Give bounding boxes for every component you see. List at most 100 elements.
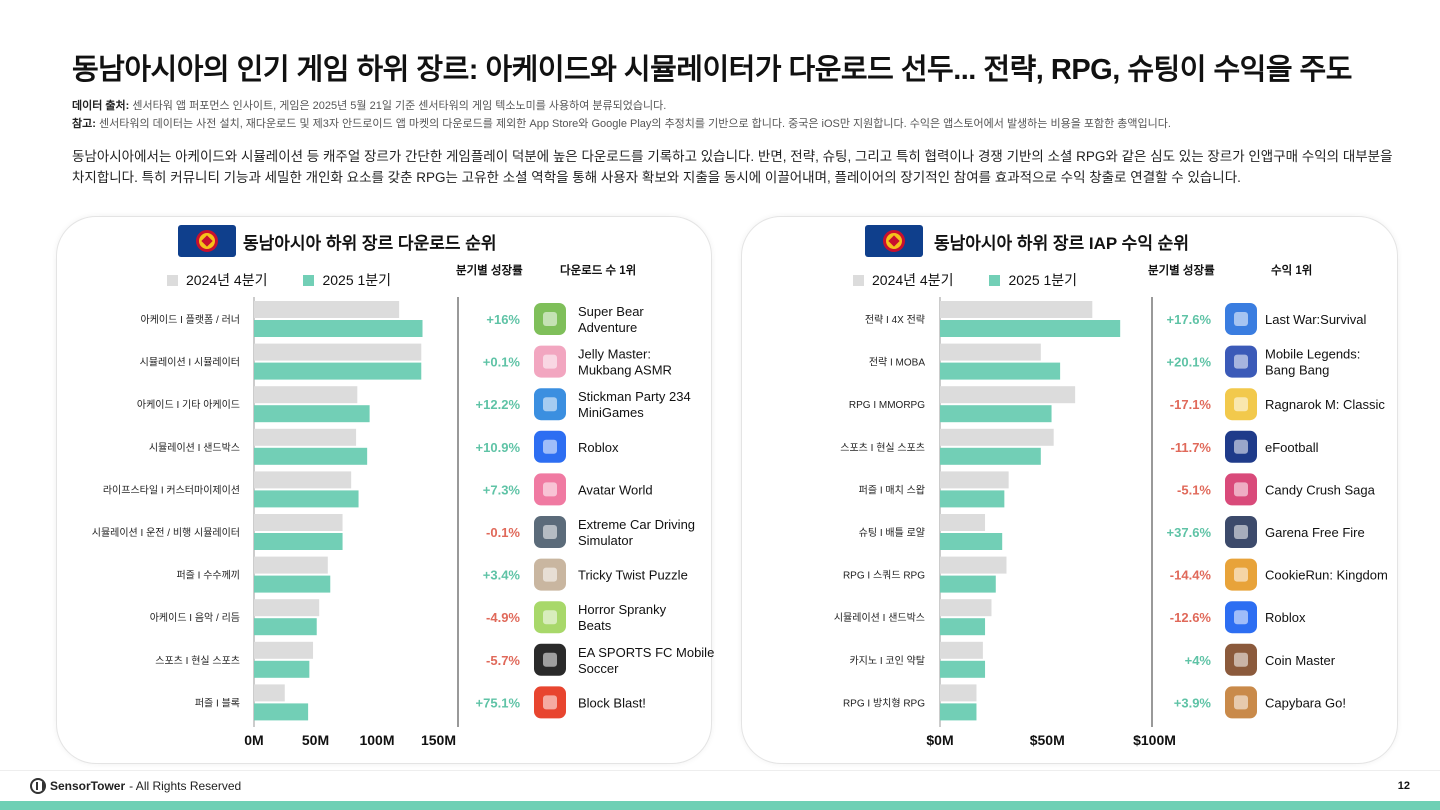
growth-value: -0.1%	[486, 525, 520, 540]
bar-q1-2025	[254, 405, 370, 423]
top-app-name: Candy Crush Saga	[1265, 482, 1376, 497]
top-app-column-header: 수익 1위	[1271, 265, 1313, 277]
spranky-icon-glyph	[543, 610, 557, 625]
bear-icon-glyph	[543, 312, 557, 326]
x-tick-label: 50M	[302, 732, 329, 748]
growth-value: -4.9%	[486, 610, 520, 625]
bar-q1-2025	[254, 490, 359, 508]
x-tick-label: $100M	[1133, 732, 1176, 748]
category-label: 아케이드 I 음악 / 리듬	[150, 612, 240, 624]
growth-value: +0.1%	[483, 355, 521, 370]
bar-q4-2024	[940, 386, 1076, 404]
x-tick-label: $0M	[926, 732, 953, 748]
top-app-name: Capybara Go!	[1265, 695, 1346, 710]
bar-q1-2025	[254, 618, 317, 636]
bar-q1-2025	[940, 405, 1052, 423]
growth-value: +20.1%	[1167, 355, 1212, 370]
puzzle-icon-glyph	[543, 567, 557, 582]
reference-note: 참고: 센서타워의 데이터는 사전 설치, 재다운로드 및 제3자 안드로이드 …	[72, 118, 1171, 130]
growth-value: +12.2%	[476, 397, 521, 412]
downloads-legend: 2024년 4분기 2025 1분기	[167, 270, 391, 290]
category-label: 시뮬레이션 I 시뮬레이터	[140, 357, 240, 369]
bar-q1-2025	[254, 660, 310, 678]
data-source-note: 데이터 출처: 센서타워 앱 퍼포먼스 인사이트, 게임은 2025년 5월 2…	[72, 100, 667, 112]
growth-value: -14.4%	[1170, 568, 1212, 583]
x-tick-label: $50M	[1030, 732, 1065, 748]
revenue-chart-title: 동남아시아 하위 장르 IAP 수익 순위	[934, 234, 1189, 253]
category-label: 퍼즐 I 수수께끼	[176, 570, 240, 582]
growth-value: -5.7%	[486, 653, 520, 668]
bar-q4-2024	[254, 641, 314, 659]
asean-flag-icon	[178, 225, 236, 257]
footer-brand: SensorTower	[50, 779, 126, 793]
bar-q4-2024	[254, 599, 320, 617]
bottom-accent-bar	[0, 801, 1440, 810]
page-title: 동남아시아의 인기 게임 하위 장르: 아케이드와 시뮬레이터가 다운로드 선두…	[72, 54, 1352, 86]
top-app-name: Horror Spranky Beats	[578, 602, 667, 633]
sensortower-logo-icon	[30, 778, 46, 794]
x-tick-label: 150M	[421, 732, 456, 748]
growth-value: +3.4%	[483, 568, 521, 583]
bar-q1-2025	[940, 703, 977, 721]
bar-q1-2025	[940, 618, 986, 636]
legend-item-q1-2025: 2025 1분기	[303, 270, 391, 290]
mlbb-icon-glyph	[1234, 354, 1248, 369]
bar-q4-2024	[940, 599, 992, 617]
bar-q1-2025	[254, 575, 331, 593]
efootball-icon-glyph	[1234, 439, 1248, 454]
footer-divider	[0, 770, 1440, 771]
cookie-icon-glyph	[1234, 567, 1248, 582]
category-label: RPG I 스쿼드 RPG	[843, 570, 925, 582]
growth-value: +37.6%	[1167, 525, 1212, 540]
stickman-icon-glyph	[543, 397, 557, 412]
bar-q4-2024	[940, 301, 1093, 318]
category-label: 시뮬레이션 I 샌드박스	[834, 612, 925, 624]
revenue-legend: 2024년 4분기 2025 1분기	[853, 270, 1077, 290]
block-icon-glyph	[543, 695, 557, 710]
bar-q4-2024	[940, 514, 986, 531]
bar-q4-2024	[940, 471, 1009, 489]
category-label: 카지노 I 코인 약탈	[849, 654, 925, 667]
top-app-name: CookieRun: Kingdom	[1265, 568, 1388, 583]
candy-icon-glyph	[1234, 482, 1248, 497]
category-label: 전략 I MOBA	[869, 357, 926, 369]
top-app-name: Garena Free Fire	[1265, 525, 1365, 540]
lastwar-icon-glyph	[1234, 312, 1248, 326]
freefire-icon-glyph	[1234, 525, 1248, 539]
downloads-chart-title: 동남아시아 하위 장르 다운로드 순위	[243, 234, 497, 253]
bar-q4-2024	[940, 641, 983, 659]
bar-q4-2024	[254, 514, 343, 531]
capybara-icon-glyph	[1234, 695, 1248, 710]
bar-q4-2024	[940, 428, 1054, 446]
page-number: 12	[1397, 780, 1410, 792]
soccer-icon-glyph	[543, 652, 557, 667]
category-label: 아케이드 I 플랫폼 / 러너	[141, 314, 240, 326]
growth-value: +7.3%	[483, 482, 521, 497]
jelly-icon-glyph	[543, 354, 557, 369]
bar-q4-2024	[254, 428, 357, 446]
category-label: RPG I MMORPG	[849, 400, 925, 411]
bar-q4-2024	[254, 386, 358, 404]
growth-value: +16%	[486, 312, 520, 327]
bar-q1-2025	[254, 320, 423, 337]
growth-value: -11.7%	[1171, 440, 1212, 455]
roblox-icon-glyph	[1234, 610, 1248, 625]
category-label: 전략 I 4X 전략	[865, 314, 925, 326]
category-label: 아케이드 I 기타 아케이드	[137, 399, 240, 411]
growth-value: +17.6%	[1167, 312, 1212, 327]
top-app-name: EA SPORTS FC Mobile Soccer	[578, 645, 714, 676]
top-app-name: Jelly Master: Mukbang ASMR	[578, 347, 672, 378]
top-app-name: Avatar World	[578, 482, 653, 497]
description-paragraph: 동남아시아에서는 아케이드와 시뮬레이션 등 캐주얼 장르가 간단한 게임플레이…	[72, 149, 1393, 185]
bar-q4-2024	[254, 301, 400, 318]
bar-q1-2025	[940, 320, 1121, 337]
growth-value: +10.9%	[476, 440, 521, 455]
footer: SensorTower - All Rights Reserved	[30, 778, 241, 794]
bar-q1-2025	[940, 533, 1003, 550]
category-label: 퍼즐 I 블록	[195, 697, 240, 709]
bar-q1-2025	[254, 703, 309, 721]
bar-q1-2025	[254, 362, 422, 380]
bar-q1-2025	[940, 447, 1041, 465]
asean-flag-icon	[865, 225, 923, 257]
